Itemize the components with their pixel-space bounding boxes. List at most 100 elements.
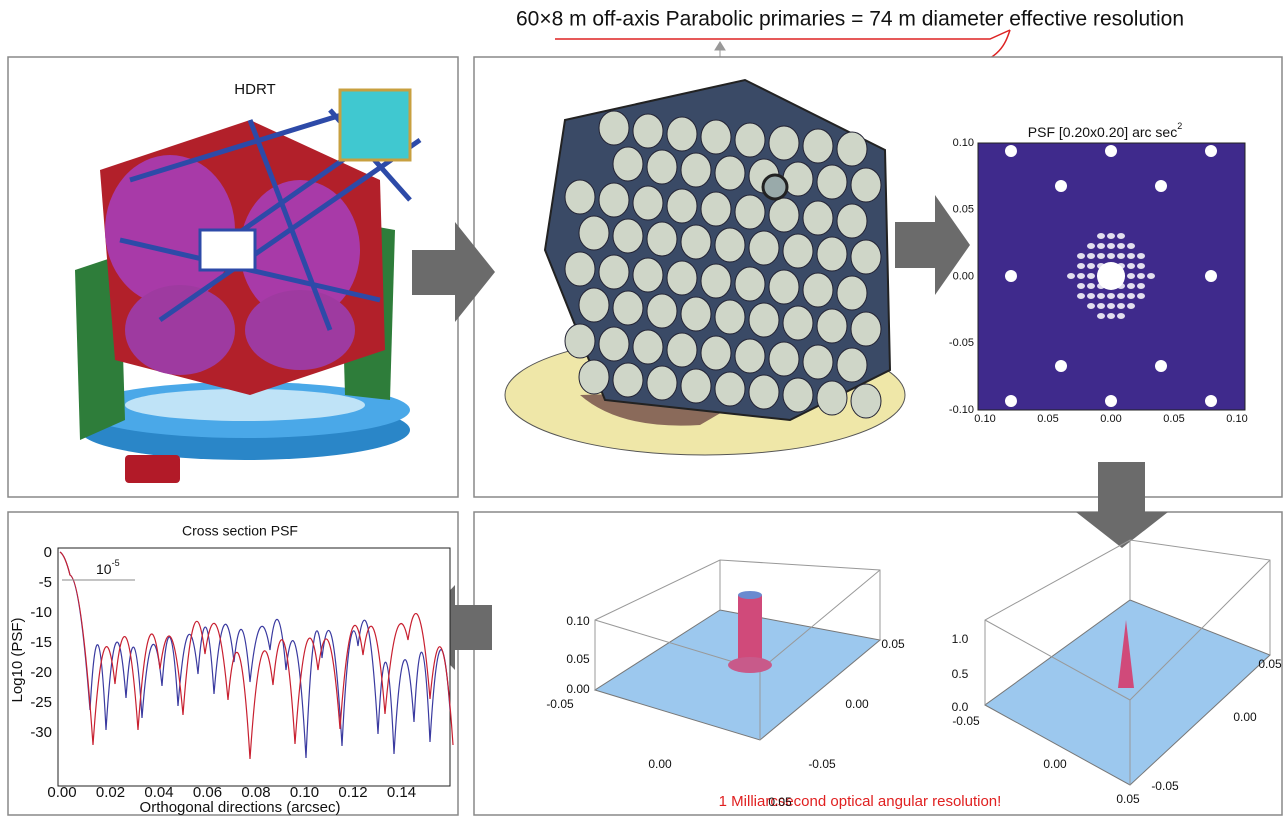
mirror-segment <box>769 270 799 304</box>
mirror-segment <box>851 240 881 274</box>
mirror-segment <box>681 153 711 187</box>
mirror-segment <box>647 294 677 328</box>
y-tick-label: 0 <box>44 544 52 561</box>
axis-tick-label: 0.05 <box>1116 792 1140 806</box>
mirror-segment <box>769 198 799 232</box>
axis-tick-label: 0.00 <box>845 697 869 711</box>
mirror-segment <box>715 156 745 190</box>
mirror-segment <box>837 132 867 166</box>
x-tick-label: 0.14 <box>387 784 416 801</box>
psf-core <box>1087 273 1095 279</box>
psf-core <box>1087 283 1095 289</box>
psf-core <box>1117 293 1125 299</box>
mirror-segment <box>647 222 677 256</box>
axis-tick-label: 0.05 <box>1258 657 1282 671</box>
mirror-segment <box>735 195 765 229</box>
psf-center <box>1097 262 1125 290</box>
psf-peak <box>1105 395 1117 407</box>
psf-core <box>1087 303 1095 309</box>
mirror-segment <box>817 165 847 199</box>
axis-tick-label: 0.05 <box>881 637 905 651</box>
mirror-hub <box>763 175 787 199</box>
mirror-segment <box>613 291 643 325</box>
mirror-segment <box>783 378 813 412</box>
mirror-segment <box>681 225 711 259</box>
psf-core <box>1107 243 1115 249</box>
axis-tick-label: -0.05 <box>952 714 980 728</box>
mirror-segment <box>579 360 609 394</box>
y-tick-label: 0.10 <box>953 137 974 149</box>
mirror-segment <box>735 267 765 301</box>
mirror-segment <box>599 111 629 145</box>
axis-tick-label: 1.0 <box>952 632 969 646</box>
axis-tick-label: 0.0 <box>952 700 969 714</box>
x-tick-label: 0.10 <box>290 784 319 801</box>
x-tick-label: 0.05 <box>1037 413 1058 425</box>
mirror-segment <box>667 261 697 295</box>
title-underline <box>555 30 1010 39</box>
mirror-segment <box>647 366 677 400</box>
psf-core <box>1067 273 1075 279</box>
mirror-segment <box>837 348 867 382</box>
psf-core <box>1107 313 1115 319</box>
hdrt-label: HDRT <box>234 81 275 98</box>
psf-peak <box>1155 360 1167 372</box>
mirror-segment <box>633 330 663 364</box>
psf-peak <box>1055 360 1067 372</box>
mirror-segment <box>803 345 833 379</box>
psf-core <box>1137 273 1145 279</box>
psf-core <box>1077 293 1085 299</box>
mirror-segment <box>633 186 663 220</box>
psf-core <box>1087 263 1095 269</box>
mirror-segment <box>565 180 595 214</box>
mirror-segment <box>803 201 833 235</box>
mirror-segment <box>633 258 663 292</box>
mirror-segment <box>613 219 643 253</box>
psf-core <box>1107 303 1115 309</box>
psf-core <box>1117 243 1125 249</box>
mirror-segment <box>803 273 833 307</box>
mirror-segment <box>579 288 609 322</box>
psf-core <box>1117 233 1125 239</box>
psf-peak <box>1055 180 1067 192</box>
axis-tick-label: -0.05 <box>1151 779 1179 793</box>
mirror-segment <box>667 189 697 223</box>
mirror-segment <box>599 327 629 361</box>
mirror-segment <box>579 216 609 250</box>
psf-core <box>1117 253 1125 259</box>
psf-core <box>1107 233 1115 239</box>
y-tick-label: -25 <box>30 694 52 711</box>
figure: 60×8 m off-axis Parabolic primaries = 74… <box>0 0 1288 819</box>
x-axis-label: Orthogonal directions (arcsec) <box>140 799 341 816</box>
y-tick-label: 0.05 <box>953 204 974 216</box>
psf-core <box>1097 233 1105 239</box>
psf-core <box>1097 303 1105 309</box>
psf-core <box>1087 243 1095 249</box>
psf-core <box>1077 283 1085 289</box>
psf-core <box>1117 313 1125 319</box>
mirror-segment <box>851 384 881 418</box>
x-tick-label: 0.06 <box>193 784 222 801</box>
mirror-segment <box>565 324 595 358</box>
psf-core <box>1077 273 1085 279</box>
mirror-segment <box>735 339 765 373</box>
mirror-segment <box>837 204 867 238</box>
psf-peak <box>1005 270 1017 282</box>
psf-peak <box>1005 145 1017 157</box>
mirror-segment <box>783 306 813 340</box>
psf-core <box>1127 293 1135 299</box>
psf-peak <box>1205 270 1217 282</box>
mirror-segment <box>715 372 745 406</box>
mirror-segment <box>633 114 663 148</box>
y-tick-label: -20 <box>30 664 52 681</box>
psf-core <box>1107 293 1115 299</box>
mirror-segment <box>735 123 765 157</box>
figure-title: 60×8 m off-axis Parabolic primaries = 74… <box>516 8 1184 31</box>
mirror-segment <box>817 381 847 415</box>
axis-tick-label: 0.05 <box>566 652 590 666</box>
psf-core <box>1137 263 1145 269</box>
x-tick-label: 0.04 <box>144 784 173 801</box>
mirror-segment <box>851 168 881 202</box>
axis-tick-label: 0.00 <box>1043 757 1067 771</box>
mirror-segment <box>837 276 867 310</box>
